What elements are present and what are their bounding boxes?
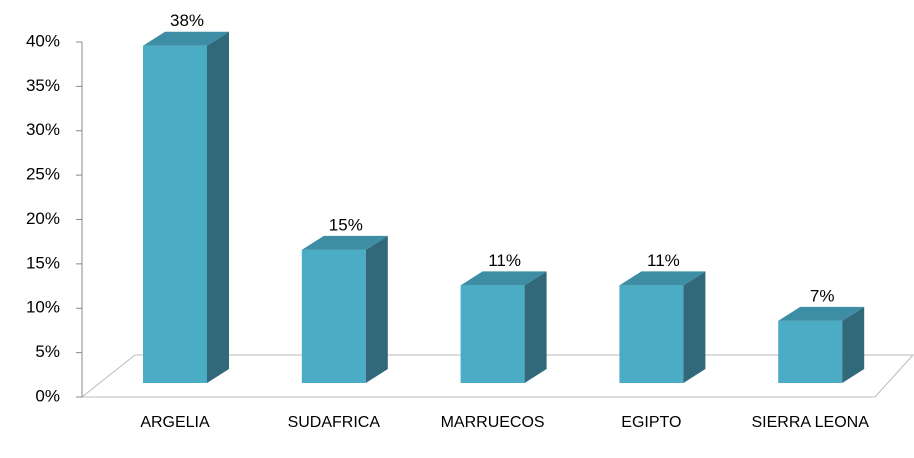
y-tick-label: 30%: [26, 120, 60, 139]
bar-top: [143, 31, 229, 46]
bar-front: [619, 285, 684, 383]
bar-front: [301, 249, 366, 383]
value-label: 15%: [329, 215, 363, 234]
bar: [619, 271, 706, 383]
value-label: 7%: [810, 286, 835, 305]
bar-front: [460, 285, 525, 383]
bar-top: [301, 235, 388, 250]
y-tick-label: 25%: [26, 165, 60, 184]
value-label: 11%: [488, 251, 521, 270]
bar-front: [778, 320, 843, 383]
value-label: 38%: [170, 11, 204, 30]
x-tick-label: MARRUECOS: [440, 414, 545, 431]
bar-side: [842, 306, 865, 383]
y-tick-label: 10%: [26, 298, 60, 317]
y-tick-label: 20%: [26, 209, 60, 228]
y-tick-label: 0%: [35, 386, 60, 405]
bar-side: [365, 235, 388, 383]
bar-top: [460, 271, 547, 286]
bar-side: [524, 271, 547, 383]
bar-side: [207, 31, 229, 383]
y-tick-label: 5%: [35, 342, 60, 361]
bar: [301, 235, 388, 383]
x-tick-label: EGIPTO: [621, 414, 682, 431]
bar: [460, 271, 547, 383]
y-tick-label: 40%: [26, 31, 60, 50]
bar-top: [619, 271, 706, 286]
bar: [143, 31, 229, 383]
x-tick-label: SUDAFRICA: [287, 414, 381, 431]
value-label: 11%: [647, 251, 680, 270]
bar: [778, 306, 865, 383]
x-tick-label: ARGELIA: [140, 414, 210, 431]
y-tick-label: 15%: [26, 253, 60, 272]
y-tick-label: 35%: [26, 76, 60, 95]
bar-side: [683, 271, 706, 383]
bar-front: [143, 45, 207, 383]
x-tick-label: SIERRA LEONA: [751, 414, 869, 431]
bar-top: [778, 306, 865, 321]
floor: [80, 354, 914, 398]
